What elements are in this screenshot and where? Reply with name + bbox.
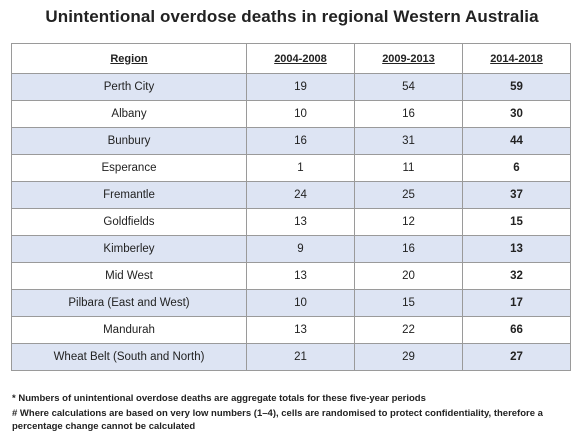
column-header-2014-2018: 2014-2018 <box>462 43 571 74</box>
region-cell: Pilbara (East and West) <box>11 289 247 317</box>
value-cell: 19 <box>246 73 355 101</box>
region-cell: Kimberley <box>11 235 247 263</box>
value-cell: 44 <box>462 127 571 155</box>
value-cell: 37 <box>462 181 571 209</box>
value-cell: 12 <box>354 208 463 236</box>
value-cell: 10 <box>246 100 355 128</box>
region-cell: Albany <box>11 100 247 128</box>
value-cell: 13 <box>246 316 355 344</box>
value-cell: 17 <box>462 289 571 317</box>
value-cell: 13 <box>246 262 355 290</box>
region-cell: Perth City <box>11 73 247 101</box>
footnotes: * Numbers of unintentional overdose deat… <box>12 392 576 435</box>
column-header-region: Region <box>11 43 247 74</box>
region-cell: Goldfields <box>11 208 247 236</box>
value-cell: 32 <box>462 262 571 290</box>
value-cell: 27 <box>462 343 571 371</box>
value-cell: 16 <box>246 127 355 155</box>
value-cell: 20 <box>354 262 463 290</box>
region-cell: Mandurah <box>11 316 247 344</box>
value-cell: 16 <box>354 100 463 128</box>
footnote-aggregate: * Numbers of unintentional overdose deat… <box>12 393 426 404</box>
value-cell: 54 <box>354 73 463 101</box>
value-cell: 66 <box>462 316 571 344</box>
column-header-2004-2008: 2004-2008 <box>246 43 355 74</box>
value-cell: 15 <box>354 289 463 317</box>
value-cell: 13 <box>462 235 571 263</box>
table-header-row: Region 2004-2008 2009-2013 2014-2018 <box>11 43 571 74</box>
table-row: Bunbury 16 31 44 <box>11 127 571 155</box>
value-cell: 25 <box>354 181 463 209</box>
value-cell: 13 <box>246 208 355 236</box>
table-row: Perth City 19 54 59 <box>11 73 571 101</box>
value-cell: 10 <box>246 289 355 317</box>
value-cell: 59 <box>462 73 571 101</box>
value-cell: 1 <box>246 154 355 182</box>
table-row: Esperance 1 11 6 <box>11 154 571 182</box>
table-row: Wheat Belt (South and North) 21 29 27 <box>11 343 571 371</box>
footnote-randomised: # Where calculations are based on very l… <box>12 408 543 432</box>
value-cell: 30 <box>462 100 571 128</box>
region-cell: Bunbury <box>11 127 247 155</box>
table-row: Pilbara (East and West) 10 15 17 <box>11 289 571 317</box>
region-cell: Wheat Belt (South and North) <box>11 343 247 371</box>
table-row: Kimberley 9 16 13 <box>11 235 571 263</box>
value-cell: 21 <box>246 343 355 371</box>
value-cell: 15 <box>462 208 571 236</box>
value-cell: 31 <box>354 127 463 155</box>
page-title: Unintentional overdose deaths in regiona… <box>45 7 539 26</box>
table-row: Mid West 13 20 32 <box>11 262 571 290</box>
table-row: Albany 10 16 30 <box>11 100 571 128</box>
value-cell: 11 <box>354 154 463 182</box>
region-cell: Mid West <box>11 262 247 290</box>
overdose-deaths-table: Region 2004-2008 2009-2013 2014-2018 Per… <box>11 43 571 371</box>
table-row: Fremantle 24 25 37 <box>11 181 571 209</box>
value-cell: 24 <box>246 181 355 209</box>
value-cell: 29 <box>354 343 463 371</box>
table-row: Goldfields 13 12 15 <box>11 208 571 236</box>
value-cell: 9 <box>246 235 355 263</box>
value-cell: 16 <box>354 235 463 263</box>
region-cell: Esperance <box>11 154 247 182</box>
table-row: Mandurah 13 22 66 <box>11 316 571 344</box>
column-header-2009-2013: 2009-2013 <box>354 43 463 74</box>
value-cell: 6 <box>462 154 571 182</box>
region-cell: Fremantle <box>11 181 247 209</box>
value-cell: 22 <box>354 316 463 344</box>
